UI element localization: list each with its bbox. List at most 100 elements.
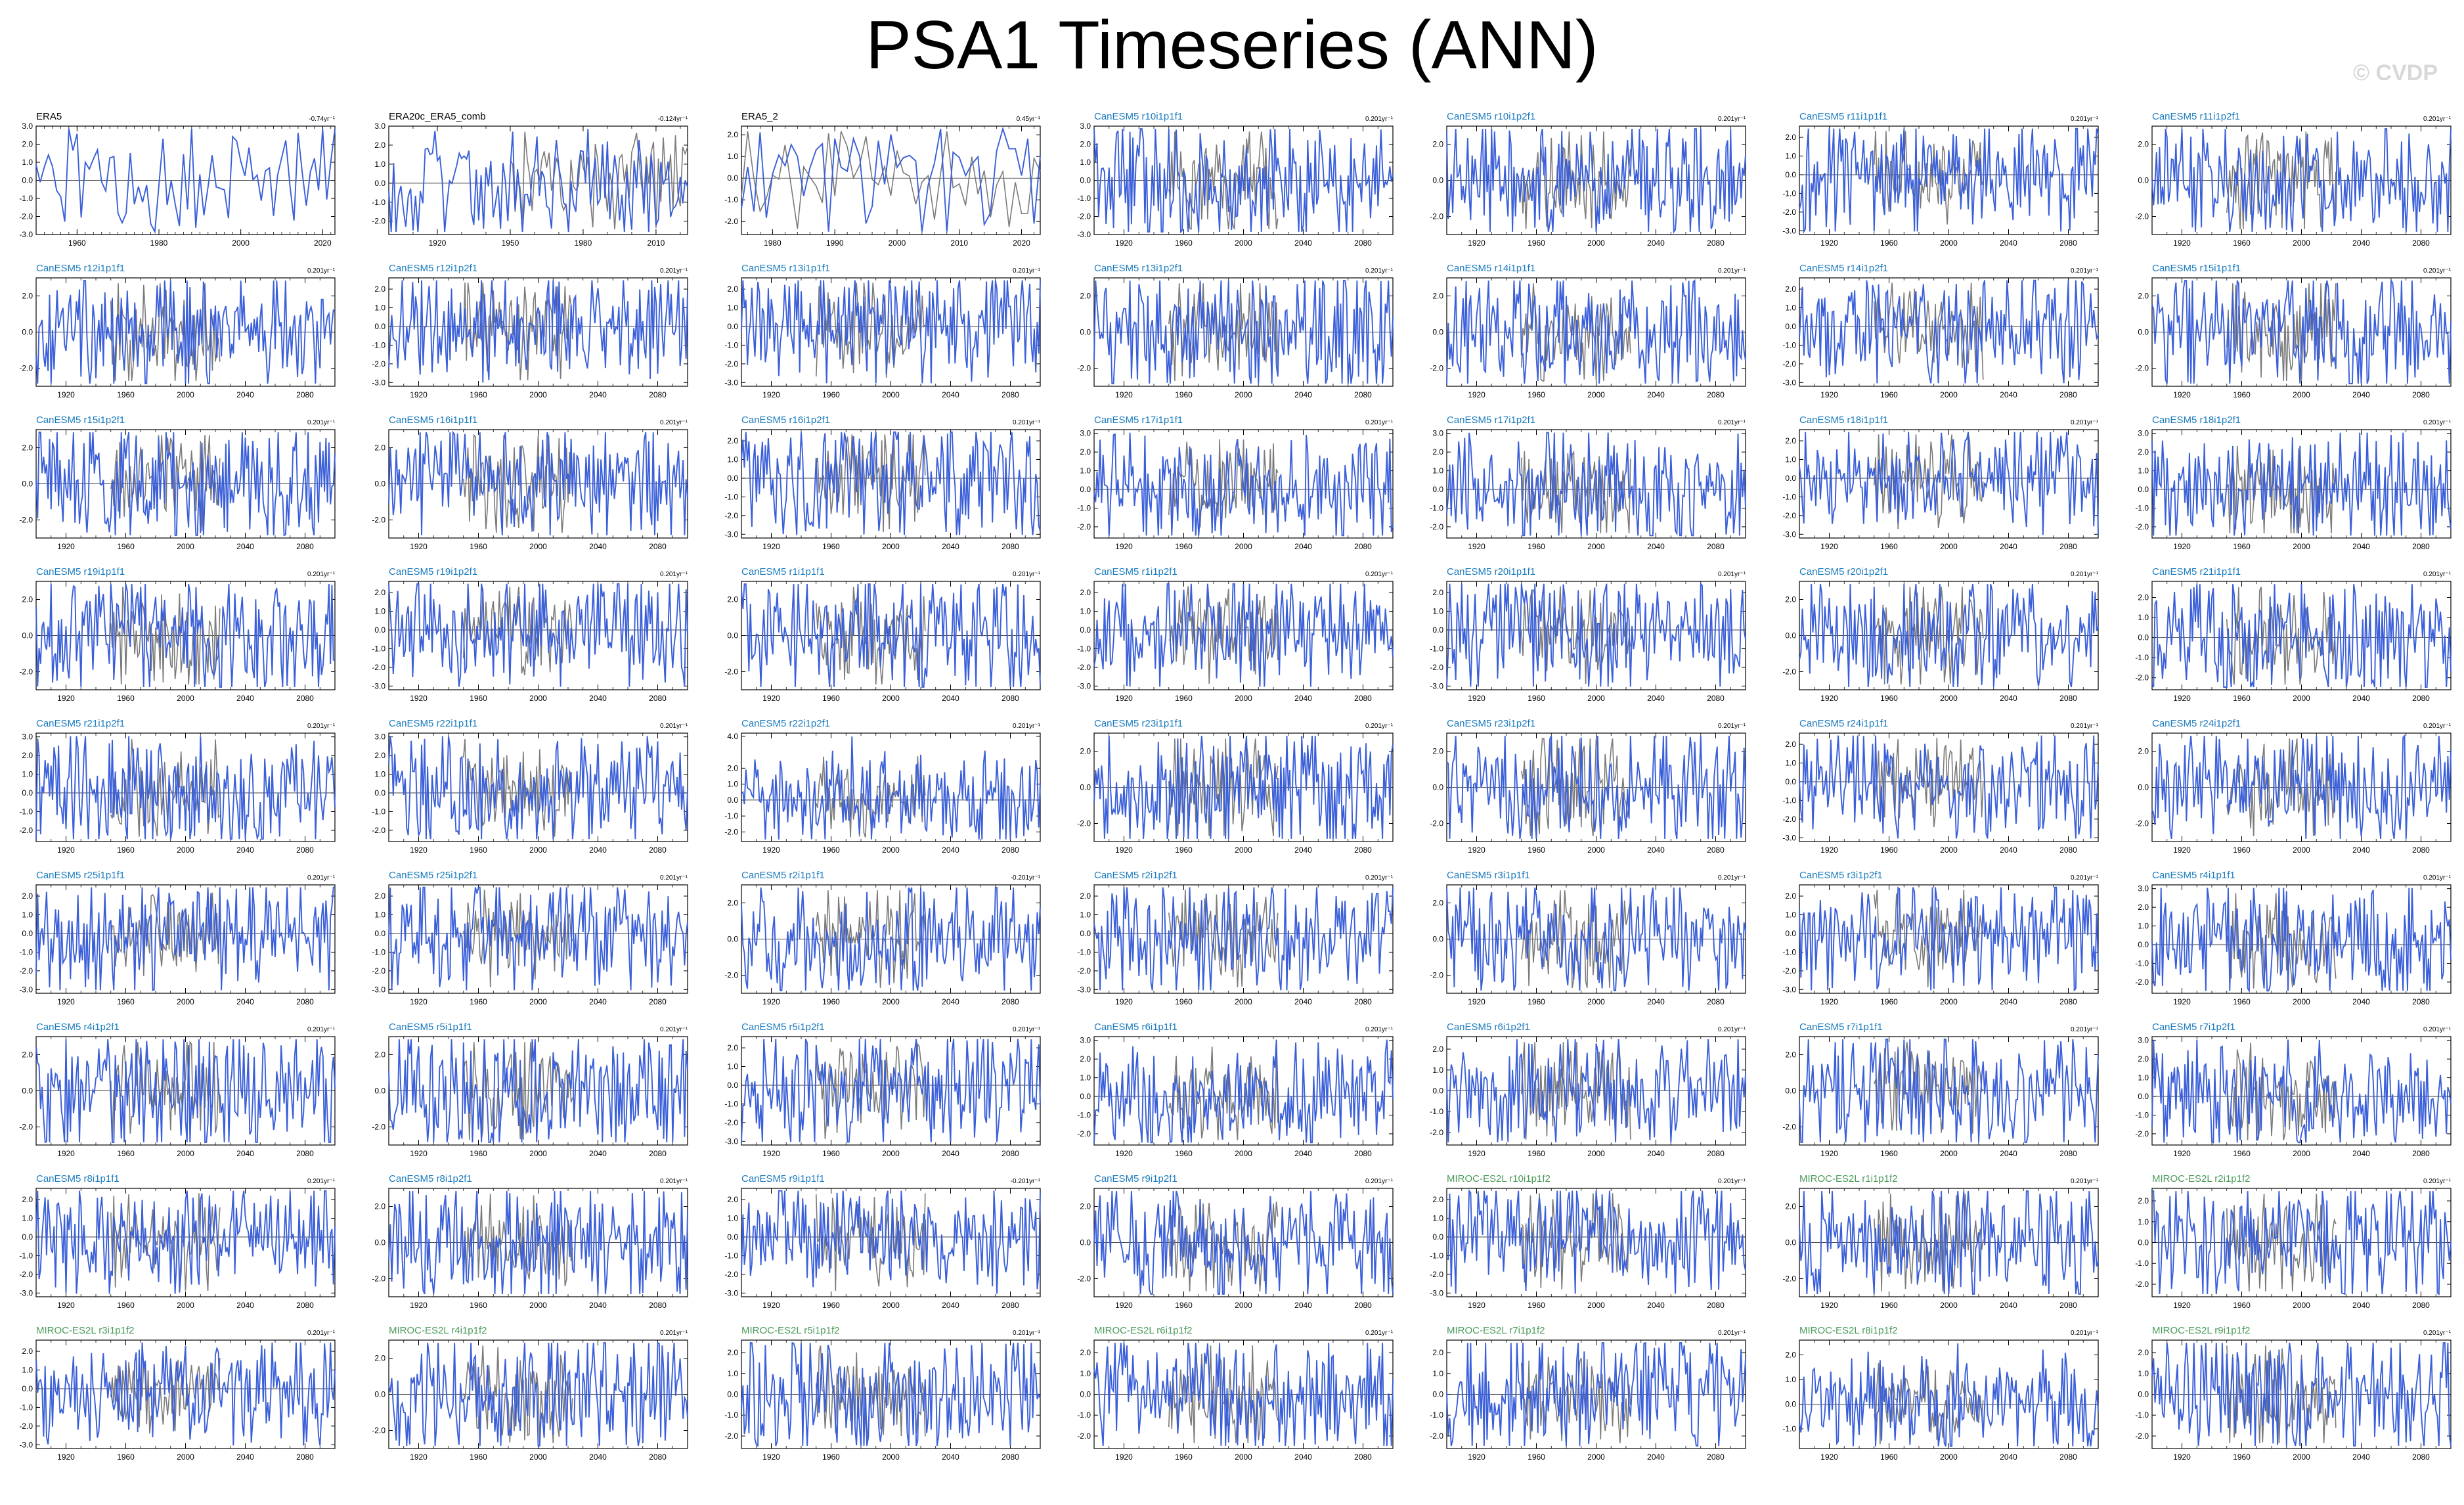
x-tick-label: 1960 [470,1452,487,1462]
y-tick-label: -3.0 [1782,985,1796,994]
x-tick-label: 2000 [1940,845,1958,855]
x-tick-label: 1980 [575,238,592,248]
y-tick-label: 0.0 [727,631,738,640]
y-tick-label: 0.0 [1432,1390,1443,1399]
panel-title: CanESM5 r10i1p1f1 [1094,111,1183,122]
x-tick-label: 1920 [762,997,780,1006]
y-tick-label: 1.0 [727,1369,738,1378]
panel-trend: 0.201yr⁻¹ [2071,419,2098,426]
y-tick-label: 2.0 [22,140,33,149]
series-line [388,583,688,687]
x-tick-label: 1920 [1820,390,1838,399]
panel-trend: 0.201yr⁻¹ [1718,874,1746,882]
panel-plot: 1920 1960 2000 2040 2080 2.0 0.0 -2.0 [1077,732,1394,855]
x-tick-label: 1960 [117,1149,135,1158]
y-tick-label: -2.0 [19,212,33,221]
x-tick-label: 2000 [1235,542,1252,551]
y-tick-label: 1.0 [1080,910,1091,920]
panel-trend: 0.201yr⁻¹ [1718,116,1746,123]
x-tick-label: 1960 [1880,390,1898,399]
y-tick-label: 1.0 [1080,158,1091,167]
x-tick-label: 1960 [1880,542,1898,551]
x-tick-label: 2080 [1707,542,1725,551]
x-tick-label: 2040 [589,390,607,399]
x-tick-label: 2040 [1294,1452,1312,1462]
y-tick-label: 4.0 [727,732,738,741]
plot-frame [741,125,1041,235]
y-tick-label: 0.0 [1080,625,1091,635]
y-tick-label: -2.0 [724,511,738,520]
panel-trend: 0.45yr⁻¹ [1016,116,1040,123]
x-tick-label: 2040 [942,1149,959,1158]
panel-trend: 0.201yr⁻¹ [660,1330,688,1337]
y-tick-label: 3.0 [1080,1036,1091,1045]
y-tick-label: -2.0 [2135,522,2149,531]
x-tick-label: 2000 [177,1301,194,1310]
series-line [741,1190,1041,1294]
x-tick-label: 2000 [1587,1452,1605,1462]
y-tick-label: 2.0 [1080,292,1091,301]
obs-overlay-line [2226,1043,2337,1140]
x-tick-label: 2000 [2293,1149,2310,1158]
y-tick-label: -3.0 [372,681,385,690]
x-tick-label: 2000 [177,1149,194,1158]
y-tick-label: 1.0 [2138,1369,2149,1378]
y-tick-label: -3.0 [724,1288,738,1297]
panel-title: CanESM5 r8i1p2f1 [389,1173,472,1184]
panel-trend: 0.201yr⁻¹ [660,1178,688,1185]
panel-trend: -0.201yr⁻¹ [1010,874,1040,882]
panel-plot: 1920 1960 2000 2040 2080 3.0 2.0 1.0 0.0 -1.0 -2.0… [1077,122,1394,248]
x-tick-label: 1960 [822,997,840,1006]
series-line [1446,279,1746,384]
series-line [388,129,688,233]
obs-overlay-line [1874,434,1984,529]
panel-plot: 1920 1960 2000 2040 2080 2.0 0.0 -2.0 [19,277,336,399]
y-tick-label: -2.0 [19,966,33,976]
x-tick-label: 1920 [762,1452,780,1462]
panel-title: CanESM5 r6i1p1f1 [1094,1022,1177,1033]
series-line [1799,735,2099,839]
panel-title: CanESM5 r23i1p2f1 [1447,718,1536,729]
x-tick-label: 2000 [177,845,194,855]
x-tick-label: 1960 [470,1301,487,1310]
y-tick-label: -2.0 [2135,1280,2149,1289]
y-tick-label: 2.0 [374,284,385,294]
panel-plot: 1920 1960 2000 2040 2080 2.0 0.0 -2.0 [1782,581,2099,703]
x-tick-label: 2040 [2000,238,2017,248]
y-tick-label: -2.0 [19,667,33,677]
x-tick-label: 2080 [649,390,667,399]
y-tick-label: 0.0 [727,1232,738,1242]
y-tick-label: 0.0 [2138,176,2149,185]
y-tick-label: 1.0 [727,1214,738,1223]
panel-title: CanESM5 r12i1p2f1 [389,263,478,274]
x-tick-label: 1960 [470,542,487,551]
y-tick-label: 0.0 [22,1087,33,1096]
x-tick-label: 2080 [1707,1149,1725,1158]
y-tick-label: -2.0 [2135,819,2149,828]
y-tick-label: -2.0 [1430,819,1443,828]
x-tick-label: 2000 [1587,1149,1605,1158]
y-tick-label: -3.0 [19,985,33,994]
x-tick-label: 1960 [117,1452,135,1462]
panel-trend: 0.201yr⁻¹ [1365,571,1393,578]
panel-title: ERA20c_ERA5_comb [389,111,486,122]
y-tick-label: 0.0 [374,625,385,635]
y-tick-label: -2.0 [1782,208,1796,217]
x-tick-label: 1920 [1468,997,1485,1006]
x-tick-label: 2080 [1354,390,1372,399]
y-tick-label: 2.0 [1080,1202,1091,1211]
x-tick-label: 2080 [1354,997,1372,1006]
obs-overlay-line [2226,893,2337,989]
plot-frame [388,125,688,235]
y-tick-label: 2.0 [1432,447,1443,457]
x-tick-label: 1920 [1115,997,1133,1006]
x-tick-label: 2000 [1940,542,1958,551]
y-tick-label: -1.0 [1430,1251,1443,1260]
y-tick-label: -2.0 [1077,1274,1091,1284]
y-tick-label: 2.0 [374,141,385,150]
panel-plot: 1920 1960 2000 2040 2080 2.0 1.0 0.0 -1.0 -2.0 -3.… [372,581,688,703]
y-tick-label: -2.0 [1782,1123,1796,1132]
y-tick-label: 2.0 [1080,1348,1091,1357]
x-tick-label: 1920 [1820,1452,1838,1462]
x-tick-label: 2040 [1647,542,1665,551]
